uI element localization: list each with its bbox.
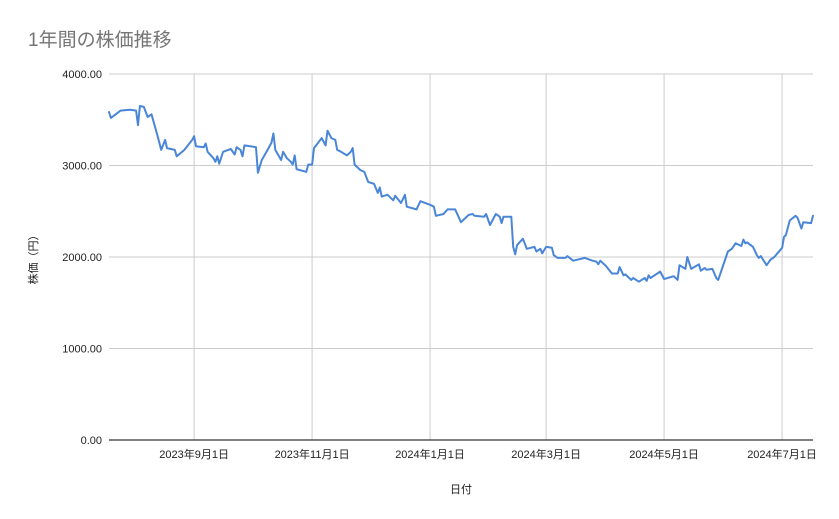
x-gridlines: [193, 74, 783, 440]
series-line: [108, 105, 814, 283]
y-tick-label: 4000.00: [62, 69, 102, 81]
y-tick-label: 2000.00: [62, 252, 102, 264]
x-tick-label: 2024年1月1日: [395, 447, 465, 461]
y-tick-label: 3000.00: [62, 161, 102, 173]
y-tick-label: 0.00: [81, 435, 102, 447]
x-tick-label: 2023年11月1日: [275, 447, 350, 461]
x-tick-label: 2023年9月1日: [159, 447, 229, 461]
x-tick-label: 2024年3月1日: [511, 447, 581, 461]
y-axis-title: 株価（円）: [26, 230, 40, 285]
y-tick-label: 1000.00: [62, 344, 102, 356]
x-tick-labels: 2023年9月1日 2023年11月1日 2024年1月1日 2024年3月1日 202…: [159, 447, 817, 461]
x-tick-label: 2024年7月1日: [747, 447, 817, 461]
y-tick-labels: 0.00 1000.00 2000.00 3000.00 4000.00: [62, 69, 102, 447]
y-gridlines: [109, 73, 813, 349]
x-tick-label: 2024年5月1日: [629, 447, 699, 461]
chart-title: 1年間の株価推移: [28, 29, 172, 51]
x-axis-title: 日付: [450, 483, 472, 496]
